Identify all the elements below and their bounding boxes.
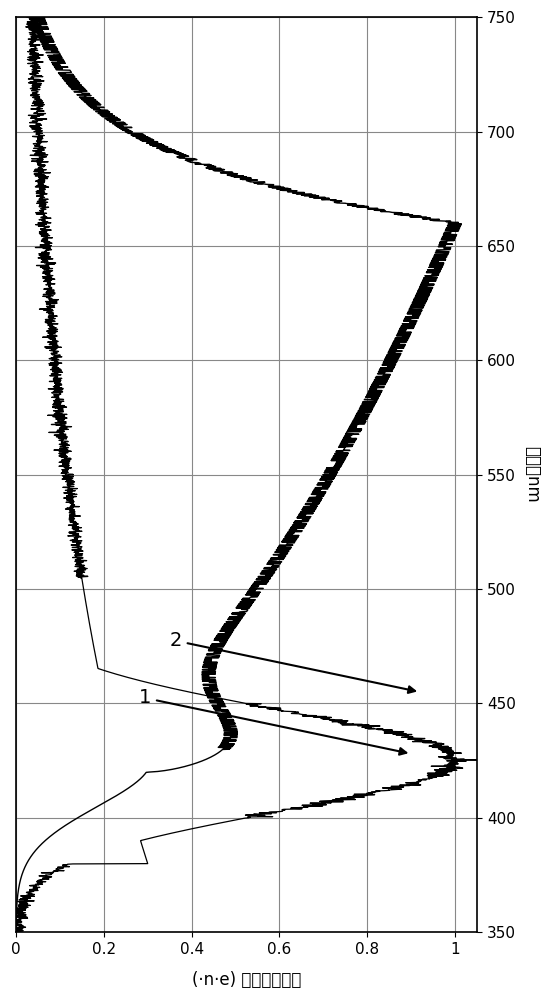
Text: 1: 1	[139, 688, 406, 755]
Y-axis label: 波长，nm: 波长，nm	[523, 446, 541, 503]
Text: 2: 2	[169, 631, 415, 693]
X-axis label: (·n·e) 强度任意单位: (·n·e) 强度任意单位	[192, 971, 301, 989]
